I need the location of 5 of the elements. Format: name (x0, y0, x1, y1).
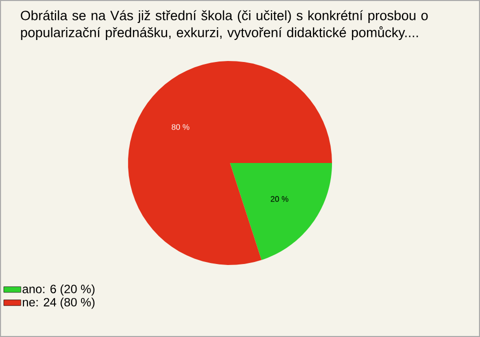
legend-label: ano: 6 (20 %) (22, 284, 94, 296)
legend-label: ne: 24 (80 %) (22, 298, 94, 309)
data-label: 80 % (172, 124, 190, 130)
chart-title: Obrátila se na Vás již střední škola (či učitel) s konkrétní prosbou o popularizační přednášku, exkurzi, vytvoření didaktické pomůcky.... (20, 10, 428, 40)
data-label: 20 % (270, 196, 288, 202)
